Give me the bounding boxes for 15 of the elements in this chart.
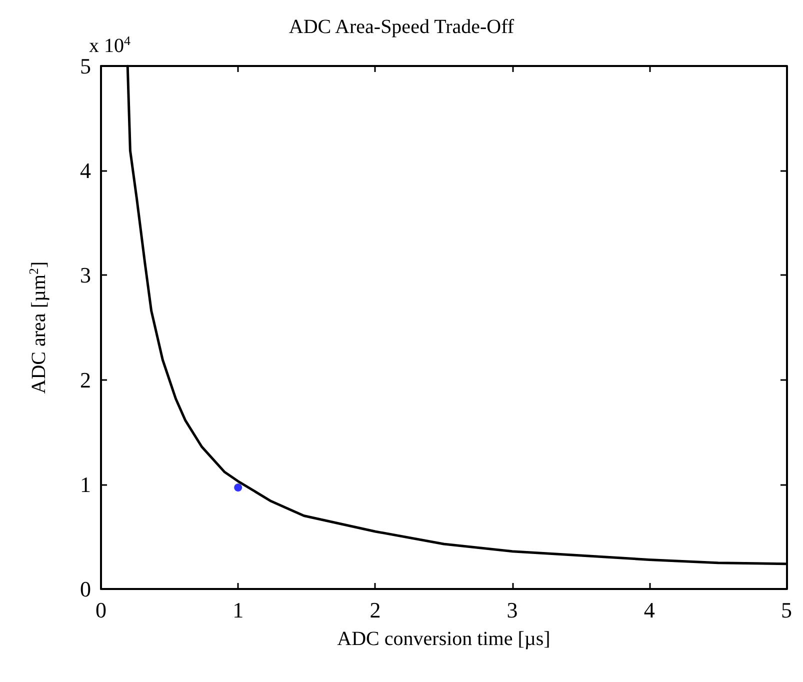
y-tick-label: 0 (80, 576, 91, 602)
x-tick-label: 5 (781, 598, 792, 622)
x-tick-label: 2 (370, 598, 381, 622)
x-tick-label: 0 (96, 598, 106, 622)
x-axis-title: ADC conversion time [µs] (337, 628, 550, 650)
y-tick-label: 1 (80, 472, 91, 497)
y-tick-label: 5 (80, 54, 91, 78)
y-axis-title: ADC area [µm2] (26, 261, 50, 394)
y-tick-label: 2 (80, 367, 91, 392)
y-tick-label: 3 (80, 262, 91, 288)
x-tick-label: 4 (644, 598, 655, 622)
x-tick-label: 1 (232, 598, 244, 622)
chart-title: ADC Area-Speed Trade-Off (288, 16, 514, 38)
x-tick-label: 3 (506, 598, 518, 622)
y-tick-label: 4 (80, 158, 91, 184)
